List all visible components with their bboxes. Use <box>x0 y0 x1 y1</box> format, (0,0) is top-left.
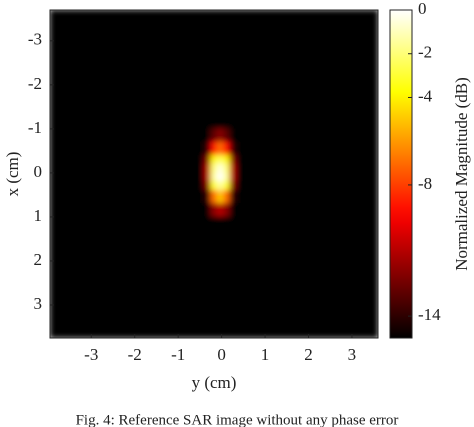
heatmap-cell <box>216 10 225 130</box>
colorbar-tick-label: -8 <box>418 174 432 193</box>
heatmap-cell <box>236 128 378 143</box>
x-tick-label: -2 <box>128 345 142 364</box>
heatmap-cell <box>236 216 378 338</box>
heatmap-cell <box>236 10 378 130</box>
heatmap-cell <box>210 10 218 130</box>
heatmap <box>50 10 378 338</box>
x-tick-label: -1 <box>171 345 185 364</box>
heatmap-cell <box>216 203 225 218</box>
heatmap-cell <box>50 141 205 156</box>
y-tick-label: -3 <box>28 30 42 49</box>
y-tick-label: 1 <box>34 206 43 225</box>
heatmap-cell <box>223 154 231 165</box>
heatmap-cell <box>216 163 225 174</box>
heatmap-cell <box>223 141 231 156</box>
heatmap-cell <box>203 128 212 143</box>
y-tick-label: 0 <box>34 162 43 181</box>
heatmap-cell <box>50 190 205 205</box>
axes-frame <box>49 9 379 339</box>
heatmap-cell <box>229 190 238 205</box>
heatmap-cell <box>203 163 212 174</box>
heatmap-cell <box>203 216 212 338</box>
y-tick-label: 3 <box>34 294 43 313</box>
heatmap-cell <box>236 141 378 156</box>
heatmap-cell <box>223 128 231 143</box>
heatmap-cell <box>216 141 225 156</box>
x-tick-label: -3 <box>84 345 98 364</box>
heatmap-cell <box>210 154 218 165</box>
heatmap-cell <box>216 216 225 338</box>
heatmap-cell <box>229 181 238 192</box>
heatmap-cell <box>50 203 205 218</box>
colorbar-label: Normalized Magnitude (dB) <box>452 77 471 271</box>
heatmap-cell <box>50 216 205 338</box>
heatmap-cell <box>216 181 225 192</box>
x-tick-label: 2 <box>304 345 313 364</box>
x-axis-label: y (cm) <box>192 373 237 392</box>
heatmap-cell <box>210 172 218 183</box>
heatmap-cell <box>50 163 205 174</box>
heatmap-cell <box>203 141 212 156</box>
colorbar <box>389 9 413 339</box>
y-axis-label: x (cm) <box>3 152 22 197</box>
heatmap-cell <box>216 172 225 183</box>
colorbar-tick-label: -2 <box>418 43 432 62</box>
heatmap-cell <box>229 163 238 174</box>
heatmap-cell <box>223 10 231 130</box>
heatmap-cell <box>229 172 238 183</box>
heatmap-cell <box>203 181 212 192</box>
heatmap-cell <box>216 190 225 205</box>
heatmap-cell <box>223 216 231 338</box>
heatmap-cell <box>210 128 218 143</box>
heatmap-cell <box>229 128 238 143</box>
x-tick-label: 1 <box>261 345 270 364</box>
heatmap-cell <box>50 154 205 165</box>
colorbar-tick-label: -14 <box>418 305 441 324</box>
heatmap-cell <box>229 203 238 218</box>
heatmap-cell <box>203 10 212 130</box>
heatmap-cell <box>229 10 238 130</box>
heatmap-cell <box>203 203 212 218</box>
heatmap-cell <box>210 190 218 205</box>
heatmap-cell <box>50 172 205 183</box>
heatmap-cell <box>203 154 212 165</box>
y-tick-label: -2 <box>28 74 42 93</box>
heatmap-cell <box>210 141 218 156</box>
heatmap-cell <box>210 216 218 338</box>
heatmap-cell <box>210 203 218 218</box>
heatmap-cell <box>236 181 378 192</box>
heatmap-cell <box>236 203 378 218</box>
heatmap-cell <box>210 163 218 174</box>
heatmap-cell <box>210 181 218 192</box>
heatmap-cell <box>236 190 378 205</box>
heatmap-cell <box>236 172 378 183</box>
y-tick-label: 2 <box>34 250 43 269</box>
x-tick-label: 3 <box>348 345 357 364</box>
heatmap-cell <box>223 203 231 218</box>
heatmap-cell <box>223 190 231 205</box>
colorbar-tick-label: -4 <box>418 86 433 105</box>
heatmap-cell <box>50 128 205 143</box>
heatmap-cell <box>229 154 238 165</box>
heatmap-cell <box>203 190 212 205</box>
heatmap-cell <box>223 163 231 174</box>
heatmap-cell <box>229 216 238 338</box>
heatmap-cell <box>229 141 238 156</box>
caption: Fig. 4: Reference SAR image without any … <box>76 412 399 427</box>
colorbar-tick-label: 0 <box>418 0 427 18</box>
heatmap-cell <box>50 181 205 192</box>
heatmap-cell <box>236 154 378 165</box>
y-tick-label: -1 <box>28 118 42 137</box>
x-tick-label: 0 <box>217 345 226 364</box>
heatmap-cell <box>236 163 378 174</box>
heatmap-cell <box>50 10 205 130</box>
heatmap-cell <box>203 172 212 183</box>
heatmap-cell <box>223 181 231 192</box>
heatmap-cell <box>223 172 231 183</box>
heatmap-cell <box>216 128 225 143</box>
heatmap-cell <box>216 154 225 165</box>
